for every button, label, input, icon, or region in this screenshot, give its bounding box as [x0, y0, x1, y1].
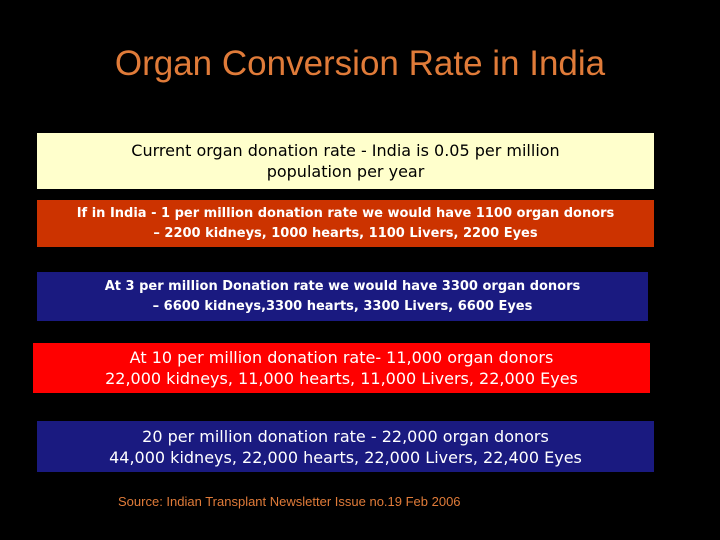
twenty-per-million-line-2: 44,000 kidneys, 22,000 hearts, 22,000 Li… — [109, 447, 582, 467]
current-rate-line-2: population per year — [266, 162, 425, 181]
ten-per-million-line-1: At 10 per million donation rate- 11,000 … — [129, 348, 554, 367]
slide-title: Organ Conversion Rate in India — [114, 44, 606, 83]
three-per-million-box: At 3 per million Donation rate we would … — [37, 272, 648, 321]
twenty-per-million-line-1: 20 per million donation rate - 22,000 or… — [142, 426, 549, 446]
one-per-million-line-1: If in India - 1 per million donation rat… — [76, 205, 615, 221]
three-per-million-line-1: At 3 per million Donation rate we would … — [104, 278, 581, 294]
twenty-per-million-box: 20 per million donation rate - 22,000 or… — [37, 421, 654, 472]
source-citation: Source: Indian Transplant Newsletter Iss… — [118, 494, 461, 509]
one-per-million-box: If in India - 1 per million donation rat… — [37, 200, 654, 247]
current-rate-line-1: Current organ donation rate - India is 0… — [131, 141, 560, 160]
ten-per-million-box: At 10 per million donation rate- 11,000 … — [33, 343, 650, 393]
three-per-million-line-2: – 6600 kidneys,3300 hearts, 3300 Livers,… — [152, 298, 533, 314]
current-rate-box: Current organ donation rate - India is 0… — [37, 133, 654, 189]
one-per-million-line-2: – 2200 kidneys, 1000 hearts, 1100 Livers… — [153, 225, 538, 241]
ten-per-million-line-2: 22,000 kidneys, 11,000 hearts, 11,000 Li… — [105, 369, 578, 388]
